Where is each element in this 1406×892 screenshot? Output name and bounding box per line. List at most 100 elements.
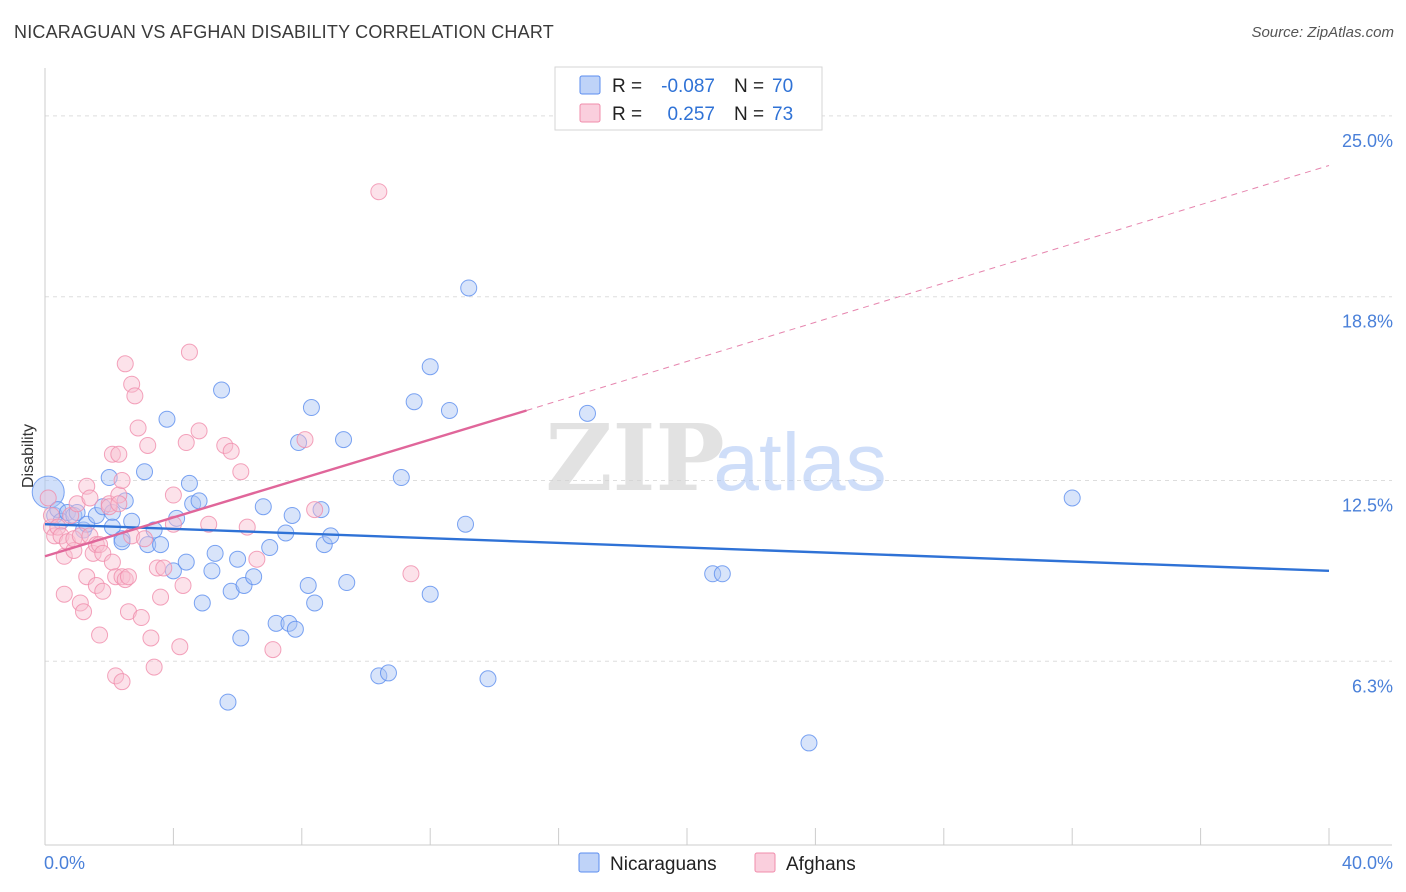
series-legend: Nicaraguans Afghans [578, 852, 856, 875]
afghans-point [370, 183, 388, 201]
afghans-point [142, 629, 160, 647]
stats-r-value-nicaraguans: -0.087 [661, 76, 715, 97]
afghans-point [248, 550, 266, 568]
nicaraguans-trend-line [44, 523, 1330, 573]
afghans-point [110, 486, 128, 504]
afghans-point [116, 571, 134, 589]
afghans-point [75, 603, 93, 621]
afghans-point [81, 489, 99, 507]
afghans-point [113, 568, 131, 586]
nicaraguans-point [800, 734, 818, 752]
nicaraguans-point [177, 553, 195, 571]
nicaraguans-point [180, 474, 198, 492]
afghans-point [232, 463, 250, 481]
afghans-point [100, 498, 118, 516]
watermark-atlas: atlas [713, 417, 886, 508]
nicaraguans-point [235, 576, 253, 594]
afghans-point [110, 445, 128, 463]
afghans-point [113, 471, 131, 489]
watermark-zip: ZIP [545, 404, 724, 512]
nicaraguans-point [219, 693, 237, 711]
afghans-point [200, 515, 218, 533]
afghans-point [78, 568, 96, 586]
nicaraguans-point [302, 399, 320, 417]
nicaraguans-point [421, 358, 439, 376]
nicaraguans-point [261, 539, 279, 557]
afghans-point [264, 641, 282, 659]
nicaraguans-point [267, 614, 285, 632]
nicaraguans-point [158, 410, 176, 428]
trend-lines [44, 165, 1330, 573]
y-axis-title: Disability [20, 424, 37, 488]
legend-label-afghans: Afghans [786, 854, 856, 875]
afghans-point [87, 576, 105, 594]
data-points [31, 183, 1081, 752]
afghans-point [119, 568, 137, 586]
chart-source: Source: ZipAtlas.com [1251, 24, 1394, 41]
nicaraguans-point [283, 506, 301, 524]
y-axis-label: Disability [20, 424, 37, 488]
nicaraguans-point [203, 562, 221, 580]
nicaraguans-point [479, 670, 497, 688]
nicaraguans-point [1063, 489, 1081, 507]
nicaraguans-point [164, 562, 182, 580]
nicaraguans-point [379, 664, 397, 682]
afghans-point [155, 559, 173, 577]
nicaraguans-point [232, 629, 250, 647]
afghans-point [103, 445, 121, 463]
nicaraguans-point [370, 667, 388, 685]
nicaraguans-point [335, 431, 353, 449]
y-tick-label: 18.8% [1342, 312, 1393, 332]
afghans-point [52, 527, 70, 545]
nicaraguans-point [213, 381, 231, 399]
nicaraguans-point [457, 515, 475, 533]
afghans-point [136, 530, 154, 548]
nicaraguans-point [578, 404, 596, 422]
afghans-point [190, 422, 208, 440]
afghans-point [174, 576, 192, 594]
tick-labels: 6.3% 12.5% 18.8% 25.0% 0.0% 40.0% [44, 131, 1393, 873]
stats-r-label-afghans: R = [612, 104, 642, 125]
afghans-point [132, 609, 150, 627]
stats-swatch-nicaraguans [579, 75, 601, 95]
afghans-point [71, 527, 89, 545]
nicaraguans-point [460, 279, 478, 297]
stats-r-value-afghans: 0.257 [667, 104, 715, 125]
afghans-point [164, 486, 182, 504]
nicaraguans-point [100, 469, 118, 487]
nicaraguans-point [136, 463, 154, 481]
afghans-point [139, 436, 157, 454]
nicaraguans-point [152, 536, 170, 554]
stats-n-label-nicaraguans: N = [734, 76, 764, 97]
nicaraguans-point [245, 568, 263, 586]
stats-swatch-afghans [579, 103, 601, 123]
nicaraguans-point [704, 565, 722, 583]
stats-n-label-afghans: N = [734, 104, 764, 125]
afghans-point [94, 582, 112, 600]
nicaraguans-point [280, 614, 298, 632]
afghans-point [39, 489, 57, 507]
nicaraguans-point [206, 544, 224, 562]
stats-legend: R = -0.087 N = 70 R = 0.257 N = 73 [554, 66, 823, 131]
nicaraguans-point [87, 506, 105, 524]
nicaraguans-point [405, 393, 423, 411]
nicaraguans-point [338, 574, 356, 592]
nicaraguans-point [440, 401, 458, 419]
afghans-point [402, 565, 420, 583]
afghans-point [49, 518, 67, 536]
afghans-point [177, 434, 195, 452]
afghans-point [94, 544, 112, 562]
nicaraguans-point [193, 594, 211, 612]
y-tick-label: 6.3% [1352, 676, 1393, 696]
chart-title: NICARAGUAN VS AFGHAN DISABILITY CORRELAT… [14, 22, 554, 42]
afghans-point [84, 544, 102, 562]
nicaraguans-point [312, 501, 330, 519]
nicaraguans-point [286, 620, 304, 638]
afghans-point [152, 588, 170, 606]
afghans-point [306, 501, 324, 519]
afghans-point [107, 568, 125, 586]
afghans-point [55, 585, 73, 603]
nicaraguans-point [299, 576, 317, 594]
nicaraguans-point [421, 585, 439, 603]
